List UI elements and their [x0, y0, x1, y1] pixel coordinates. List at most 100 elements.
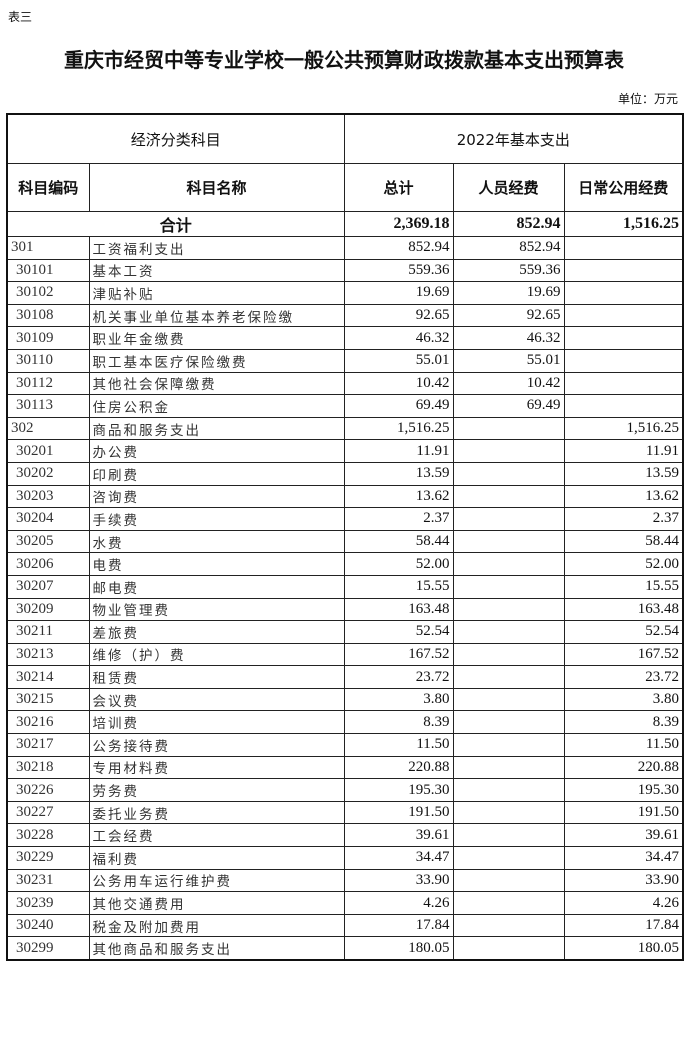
- table-row: 30110 职工基本医疗保险缴费 55.01 55.01: [6, 348, 684, 373]
- name-cell: 会议费: [88, 687, 345, 712]
- total-cell: 180.05: [343, 936, 454, 961]
- total-cell: 39.61: [343, 823, 454, 848]
- total-cell: 92.65: [343, 303, 454, 328]
- total-cell: 33.90: [343, 868, 454, 893]
- name-cell: 咨询费: [88, 484, 345, 509]
- table-row: 30231 公务用车运行维护费 33.90 33.90: [6, 868, 684, 893]
- code-cell: 30206: [6, 552, 90, 576]
- code-cell: 30203: [6, 484, 90, 509]
- table-row: 30205 水费 58.44 58.44: [6, 529, 684, 554]
- code-cell: 30231: [6, 868, 90, 893]
- total-cell: 559.36: [343, 258, 454, 283]
- daily-cell: 167.52: [563, 642, 684, 667]
- personnel-cell: [452, 800, 565, 825]
- code-cell: 30101: [6, 258, 90, 283]
- code-cell: 30213: [6, 642, 90, 667]
- total-cell: 19.69: [343, 281, 454, 305]
- daily-cell: 3.80: [563, 687, 684, 712]
- total-cell: 34.47: [343, 846, 454, 870]
- personnel-cell: [452, 755, 565, 780]
- daily-cell: [563, 394, 684, 418]
- daily-cell: 4.26: [563, 891, 684, 915]
- name-cell: 专用材料费: [88, 755, 345, 780]
- total-cell: 191.50: [343, 800, 454, 825]
- daily-cell: 11.91: [563, 439, 684, 463]
- code-cell: 30216: [6, 710, 90, 735]
- daily-cell: 220.88: [563, 755, 684, 780]
- name-cell: 邮电费: [88, 574, 345, 599]
- personnel-cell: [452, 846, 565, 870]
- daily-cell: 58.44: [563, 529, 684, 554]
- total-cell: 4.26: [343, 891, 454, 915]
- code-cell: 30299: [6, 936, 90, 961]
- table-row: 30202 印刷费 13.59 13.59: [6, 461, 684, 486]
- total-cell: 1,516.25: [343, 416, 454, 441]
- code-cell: 30228: [6, 823, 90, 848]
- code-cell: 30207: [6, 574, 90, 599]
- name-cell: 职业年金缴费: [88, 326, 345, 350]
- name-cell: 商品和服务支出: [88, 416, 345, 441]
- code-cell: 30217: [6, 733, 90, 757]
- header-code: 科目编码: [6, 163, 90, 212]
- personnel-cell: 852.94: [452, 236, 565, 260]
- personnel-cell: 10.42: [452, 371, 565, 396]
- name-cell: 其他社会保障缴费: [88, 371, 345, 396]
- name-cell: 福利费: [88, 846, 345, 870]
- total-cell: 195.30: [343, 778, 454, 802]
- code-cell: 30205: [6, 529, 90, 554]
- daily-cell: 15.55: [563, 574, 684, 599]
- table-row: 30299 其他商品和服务支出 180.05 180.05: [6, 936, 684, 961]
- daily-cell: 39.61: [563, 823, 684, 848]
- table-row: 30240 税金及附加费用 17.84 17.84: [6, 913, 684, 938]
- daily-cell: 52.54: [563, 620, 684, 644]
- code-cell: 30214: [6, 665, 90, 689]
- personnel-cell: [452, 439, 565, 463]
- total-cell: 852.94: [343, 236, 454, 260]
- personnel-cell: [452, 665, 565, 689]
- code-cell: 30229: [6, 846, 90, 870]
- personnel-cell: [452, 733, 565, 757]
- table-row: 30229 福利费 34.47 34.47: [6, 846, 684, 870]
- daily-cell: 195.30: [563, 778, 684, 802]
- code-cell: 30102: [6, 281, 90, 305]
- name-cell: 工会经费: [88, 823, 345, 848]
- header-economic-category: 经济分类科目: [6, 113, 345, 164]
- name-cell: 劳务费: [88, 778, 345, 802]
- daily-cell: 17.84: [563, 913, 684, 938]
- name-cell: 印刷费: [88, 461, 345, 486]
- name-cell: 手续费: [88, 507, 345, 531]
- personnel-cell: [452, 642, 565, 667]
- table-row: 30206 电费 52.00 52.00: [6, 552, 684, 576]
- table-row: 30211 差旅费 52.54 52.54: [6, 620, 684, 644]
- daily-cell: 23.72: [563, 665, 684, 689]
- total-cell: 17.84: [343, 913, 454, 938]
- personnel-cell: [452, 461, 565, 486]
- code-cell: 30239: [6, 891, 90, 915]
- name-cell: 基本工资: [88, 258, 345, 283]
- code-cell: 30215: [6, 687, 90, 712]
- header-total: 总计: [343, 163, 454, 212]
- code-cell: 30110: [6, 348, 90, 373]
- code-cell: 30201: [6, 439, 90, 463]
- header-daily: 日常公用经费: [563, 163, 684, 212]
- table-row: 30239 其他交通费用 4.26 4.26: [6, 891, 684, 915]
- daily-cell: 33.90: [563, 868, 684, 893]
- total-cell: 10.42: [343, 371, 454, 396]
- table-row: 30214 租赁费 23.72 23.72: [6, 665, 684, 689]
- total-cell: 11.91: [343, 439, 454, 463]
- daily-cell: 163.48: [563, 597, 684, 622]
- total-cell: 69.49: [343, 394, 454, 418]
- name-cell: 机关事业单位基本养老保险缴: [88, 303, 345, 328]
- personnel-cell: [452, 868, 565, 893]
- header-2022-basic-expenditure: 2022年基本支出: [343, 113, 684, 164]
- personnel-cell: [452, 687, 565, 712]
- daily-cell: 13.59: [563, 461, 684, 486]
- daily-cell: [563, 326, 684, 350]
- total-cell: 15.55: [343, 574, 454, 599]
- personnel-cell: [452, 710, 565, 735]
- personnel-cell: [452, 778, 565, 802]
- header-personnel: 人员经费: [452, 163, 565, 212]
- table-row: 30228 工会经费 39.61 39.61: [6, 823, 684, 848]
- table-row: 30213 维修（护）费 167.52 167.52: [6, 642, 684, 667]
- personnel-cell: [452, 552, 565, 576]
